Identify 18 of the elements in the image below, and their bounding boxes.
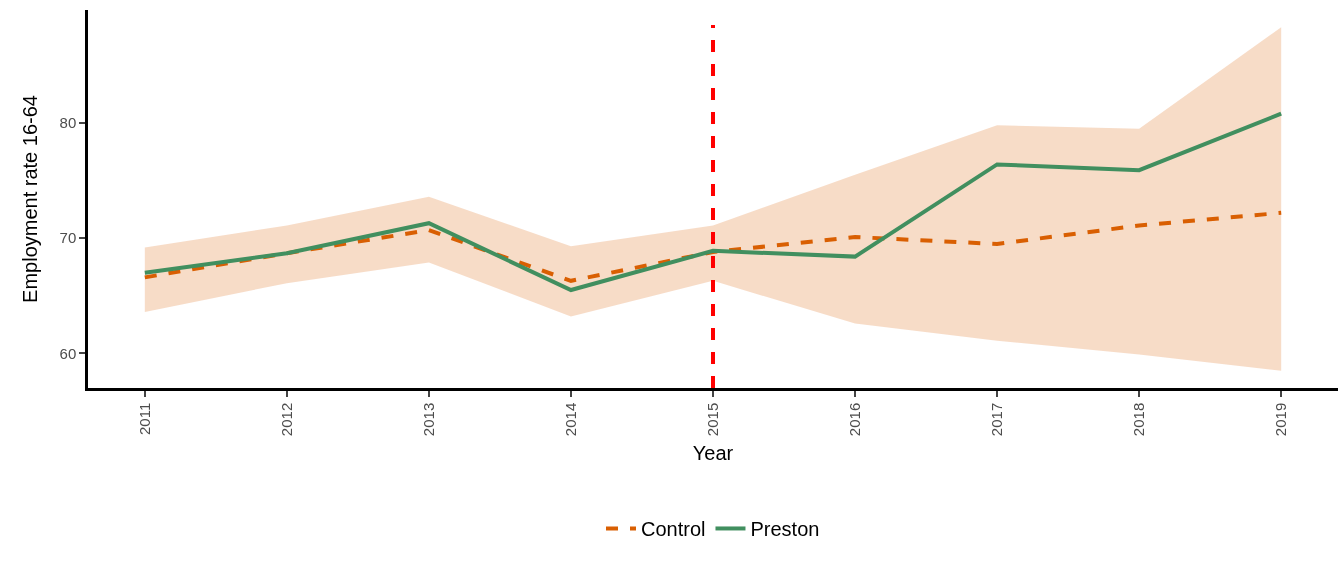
y-tick-label: 70 [59,229,77,247]
x-tick-label: 2011 [135,402,153,436]
legend-label: Control [641,518,706,541]
x-tick-label: 2015 [703,402,721,437]
x-tick-label: 2013 [419,402,437,437]
y-tick-label: 60 [59,344,77,362]
line-series [142,210,1284,283]
x-tick-label: 2017 [987,402,1005,437]
y-tick-label: 80 [59,114,77,132]
legend-label: Preston [750,518,820,541]
x-tick-label: 2012 [277,402,295,437]
x-tick-label: 2018 [1130,402,1148,437]
x-axis-title: Year [692,441,734,464]
x-tick-label: 2016 [845,402,863,437]
y-axis-title: Employment rate 16-64 [18,95,41,303]
x-tick-label: 2014 [561,402,579,437]
line-series [142,111,1284,293]
x-tick-label: 2019 [1272,402,1290,437]
